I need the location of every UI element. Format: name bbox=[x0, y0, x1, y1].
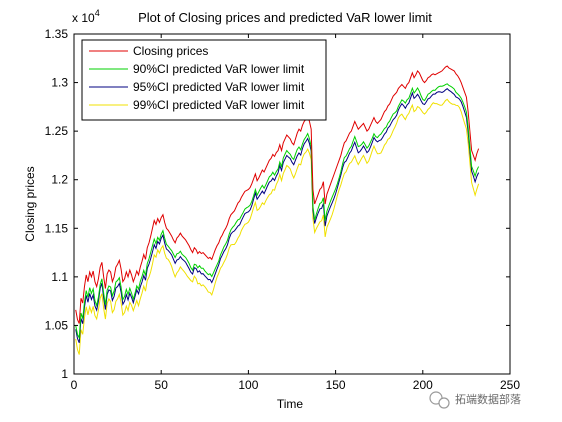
y-axis-multiplier-exponent: 4 bbox=[95, 8, 100, 18]
legend-label-95ci: 95%CI predicted VaR lower limit bbox=[133, 80, 305, 94]
x-tick-label: 0 bbox=[71, 378, 78, 392]
x-tick-label: 200 bbox=[413, 378, 433, 392]
x-tick-label: 150 bbox=[326, 378, 346, 392]
y-tick-label: 1 bbox=[61, 367, 68, 381]
y-axis-label: Closing prices bbox=[23, 166, 37, 241]
legend-box bbox=[81, 39, 327, 121]
chart-title: Plot of Closing prices and predicted VaR… bbox=[138, 10, 432, 25]
watermark-text: 拓端数据部落 bbox=[455, 392, 521, 406]
wechat-icon bbox=[429, 391, 450, 409]
y-tick-label: 1.35 bbox=[45, 27, 69, 41]
x-tick-label: 100 bbox=[238, 378, 258, 392]
y-axis-multiplier-base: x 10 bbox=[72, 11, 95, 25]
y-tick-label: 1.15 bbox=[45, 221, 69, 235]
legend-label-90ci: 90%CI predicted VaR lower limit bbox=[133, 62, 305, 76]
series-layer bbox=[75, 65, 480, 355]
series-99ci bbox=[75, 98, 480, 355]
x-tick-label: 250 bbox=[500, 378, 520, 392]
series-closing-prices bbox=[75, 65, 480, 324]
legend: Closing prices 90%CI predicted VaR lower… bbox=[81, 39, 327, 121]
y-tick-label: 1.1 bbox=[51, 270, 68, 284]
tick-layer: 0 50 100 150 200 250 1 1.05 1.1 1.15 1.2 1.25 1.3 1.3… bbox=[45, 27, 521, 392]
x-axis-label: Time bbox=[277, 397, 304, 411]
legend-label-99ci: 99%CI predicted VaR lower limit bbox=[133, 98, 305, 112]
x-tick-label: 50 bbox=[155, 378, 169, 392]
series-90ci bbox=[75, 83, 480, 340]
y-axis-multiplier: x 104 bbox=[72, 8, 100, 25]
y-tick-label: 1.3 bbox=[51, 76, 68, 90]
y-tick-label: 1.05 bbox=[45, 318, 69, 332]
watermark: 拓端数据部落 bbox=[429, 391, 521, 409]
series-95ci bbox=[75, 88, 480, 344]
y-tick-label: 1.2 bbox=[51, 173, 68, 187]
legend-label-closing-prices: Closing prices bbox=[133, 44, 208, 58]
y-tick-label: 1.25 bbox=[45, 124, 69, 138]
